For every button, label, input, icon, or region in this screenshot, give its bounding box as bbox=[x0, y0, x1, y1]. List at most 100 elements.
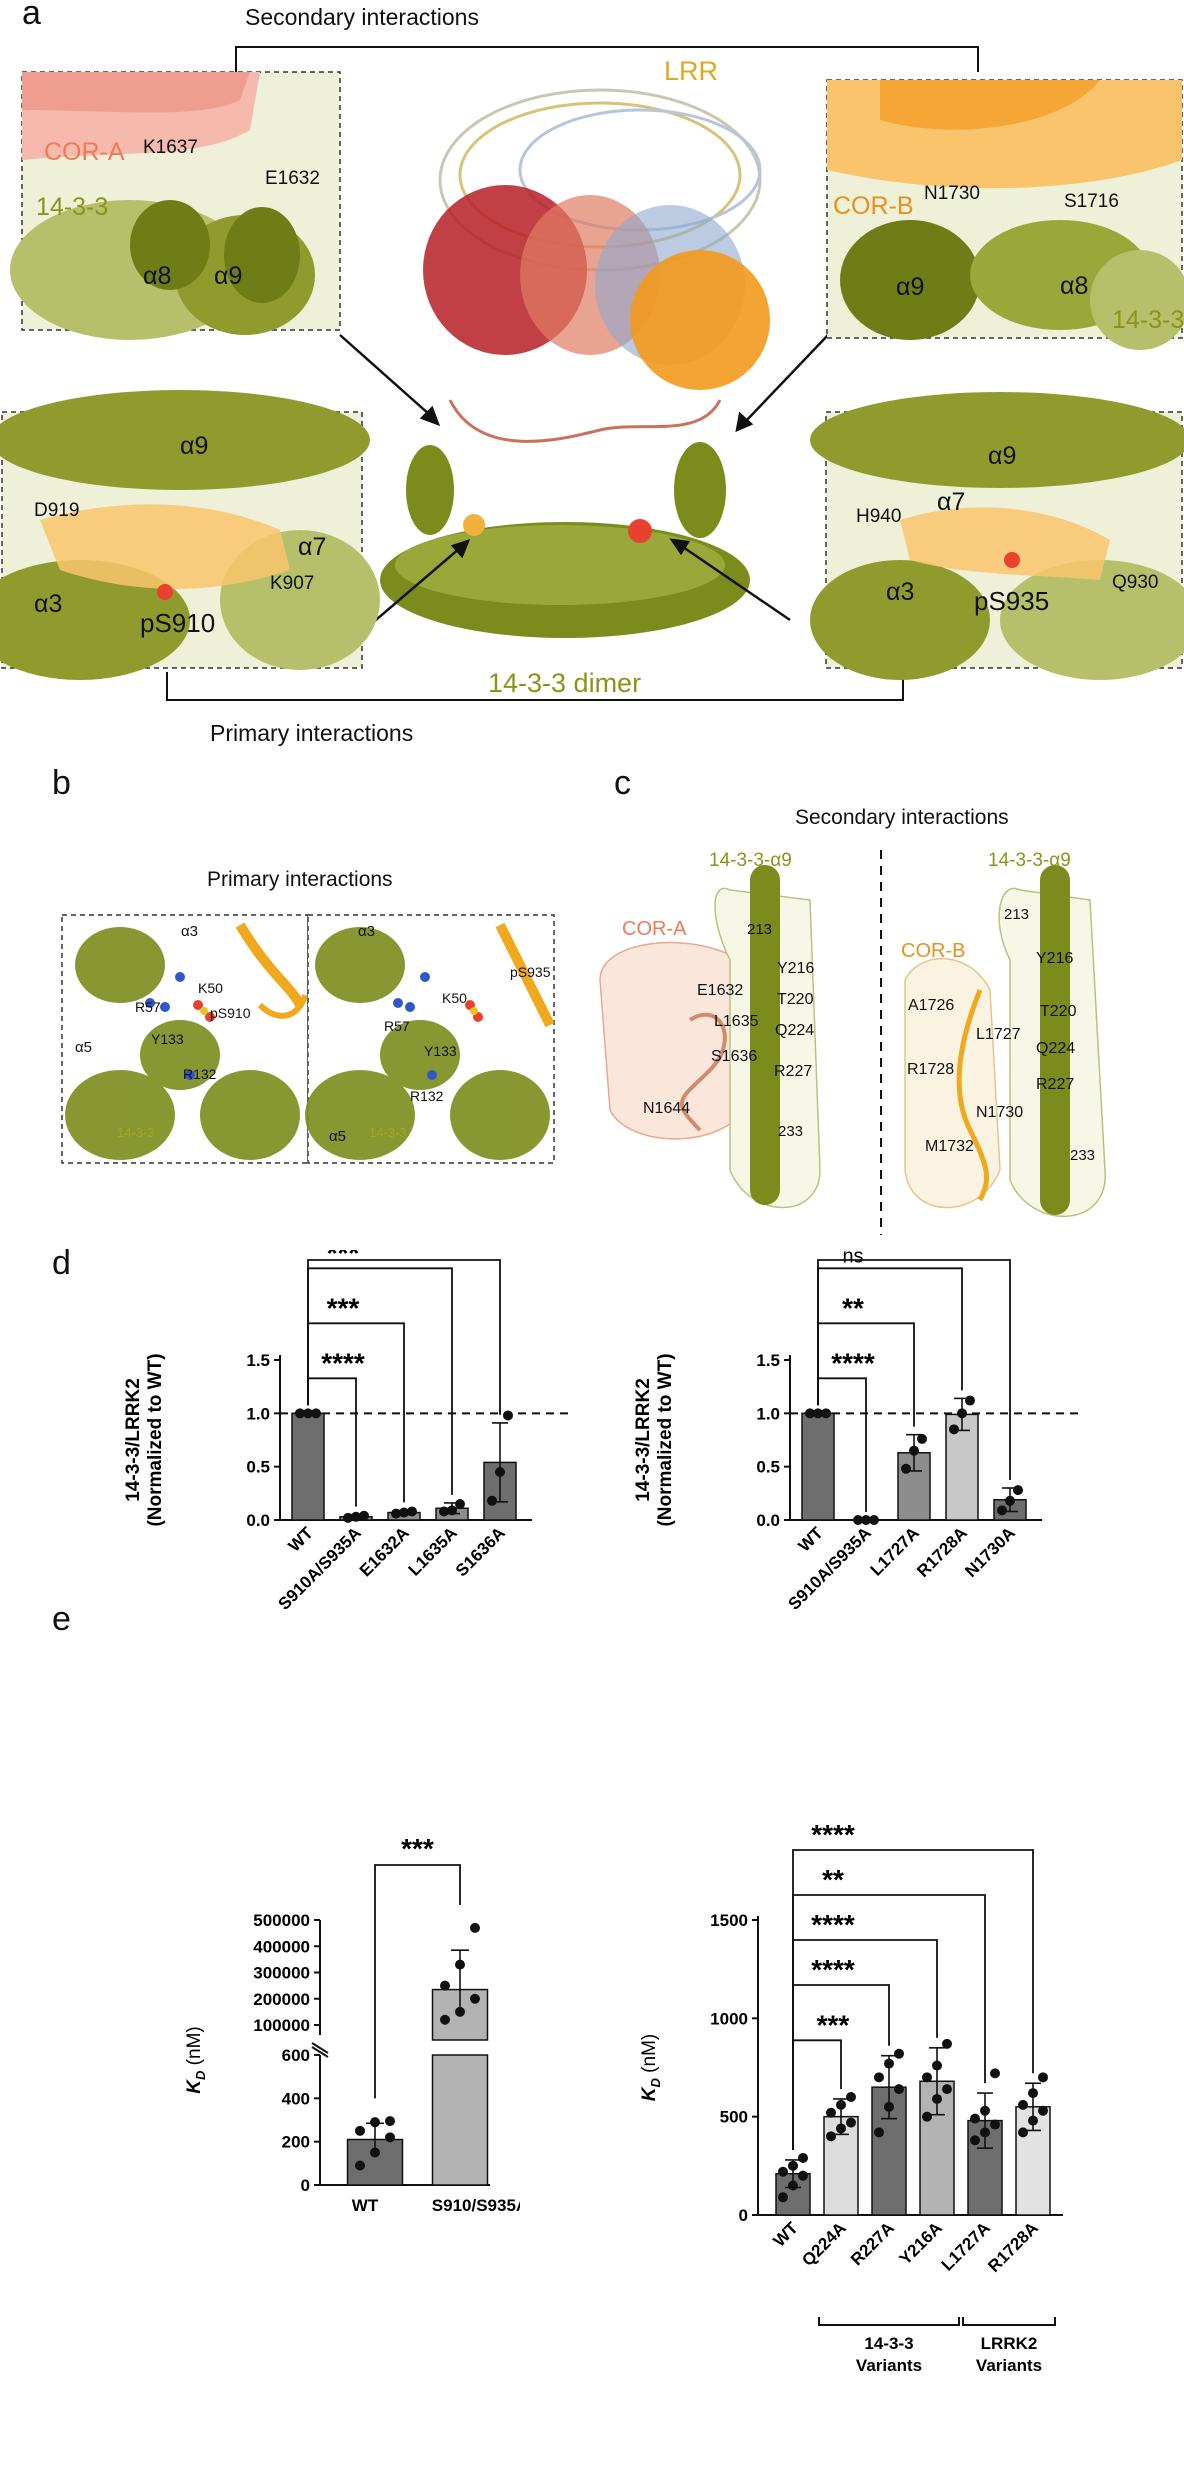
bl-a7-label: α7 bbox=[298, 533, 327, 561]
secondary-bracket bbox=[235, 46, 979, 72]
c-left-y216: Y216 bbox=[777, 960, 815, 977]
tl-k1637-label: K1637 bbox=[143, 137, 198, 158]
b-left-a3: α3 bbox=[181, 923, 199, 940]
data-point bbox=[399, 1507, 409, 1518]
panel-label-d: d bbox=[52, 1244, 71, 1282]
c-left-helix: 14-3-3-α9 bbox=[709, 850, 792, 871]
c-right-helix: 14-3-3-α9 bbox=[988, 850, 1071, 871]
y-tick-label: 0.0 bbox=[756, 1511, 780, 1530]
y-tick-label: 1000 bbox=[710, 2009, 748, 2028]
data-point bbox=[874, 2127, 884, 2138]
data-point bbox=[455, 1959, 465, 1970]
c-right-l1727: L1727 bbox=[976, 1026, 1021, 1043]
x-tick-label: WT bbox=[285, 1523, 318, 1556]
tl-a8-label: α8 bbox=[143, 262, 172, 290]
group-label: LRRK2 bbox=[981, 2334, 1038, 2353]
significance-label: **** bbox=[811, 1909, 855, 1940]
data-point bbox=[311, 1408, 321, 1419]
data-point bbox=[894, 2048, 904, 2059]
data-point bbox=[778, 2192, 788, 2203]
significance-label: * bbox=[338, 1250, 349, 1260]
b-left-a5: α5 bbox=[75, 1039, 93, 1056]
y-tick-label: 500 bbox=[720, 2108, 748, 2127]
y-tick-label: 300000 bbox=[253, 1964, 310, 1983]
b-right-a3: α3 bbox=[358, 923, 376, 940]
significance-bracket bbox=[817, 1267, 963, 1406]
c-left-233: 233 bbox=[778, 1123, 804, 1140]
c-left-t220: T220 bbox=[777, 991, 814, 1008]
bar bbox=[801, 1412, 835, 1521]
data-point bbox=[788, 2160, 798, 2171]
panel-b-figure bbox=[61, 914, 555, 1164]
y-tick-label: 200 bbox=[282, 2133, 310, 2152]
b-right-r57: R57 bbox=[384, 1018, 410, 1034]
y-tick-label: 1500 bbox=[710, 1911, 748, 1930]
x-tick-label: S910A/S935A bbox=[275, 1523, 365, 1613]
significance-label: ** bbox=[822, 1864, 844, 1895]
data-point bbox=[439, 1506, 449, 1517]
y-axis-label: 14-3-3/LRRK2(Normalized to WT) bbox=[123, 1353, 166, 1526]
y-tick-label: 0 bbox=[301, 2176, 310, 2195]
data-point bbox=[970, 2135, 980, 2146]
bar-lower bbox=[431, 2054, 489, 2186]
data-point bbox=[894, 2084, 904, 2095]
significance-label: *** bbox=[401, 1833, 434, 1864]
c-right-r227: R227 bbox=[1036, 1076, 1075, 1093]
chart-e-right: KD (nM)050010001500WTQ224AR227AY216AL172… bbox=[639, 1819, 1063, 2375]
axis-break-mark bbox=[311, 2042, 329, 2054]
panel-label-e: e bbox=[52, 1600, 71, 1638]
significance-label: **** bbox=[811, 1954, 855, 1985]
b-left-r57: R57 bbox=[135, 999, 161, 1015]
significance-label: *** bbox=[327, 1292, 360, 1323]
y-tick-label: 1.5 bbox=[756, 1351, 780, 1370]
y-axis-label: KD (nM) bbox=[184, 2026, 208, 2093]
group-label: 14-3-3 bbox=[864, 2334, 913, 2353]
b-right-k50: K50 bbox=[442, 990, 467, 1006]
x-tick-label: WT bbox=[770, 2218, 803, 2251]
significance-label: **** bbox=[831, 1250, 875, 1260]
data-point bbox=[942, 2038, 952, 2049]
data-point bbox=[778, 2166, 788, 2177]
data-point bbox=[949, 1424, 959, 1435]
significance-label: ns bbox=[842, 1250, 863, 1267]
c-right-q224: Q224 bbox=[1036, 1040, 1076, 1057]
data-point bbox=[440, 1980, 450, 1991]
c-right-t220: T220 bbox=[1040, 1003, 1077, 1020]
data-point bbox=[990, 2068, 1000, 2079]
x-tick-label: S1636A bbox=[452, 1523, 509, 1580]
tr-n1730-label: N1730 bbox=[924, 183, 980, 204]
tr-s1716-label: S1716 bbox=[1064, 191, 1119, 212]
panel-c-title: Secondary interactions bbox=[795, 806, 1009, 829]
data-point bbox=[1028, 2115, 1038, 2126]
data-point bbox=[932, 2060, 942, 2071]
data-point bbox=[884, 2058, 894, 2069]
data-point bbox=[447, 1505, 457, 1516]
y-tick-label: 0.5 bbox=[756, 1458, 780, 1477]
significance-label: **** bbox=[321, 1347, 365, 1378]
significance-bracket bbox=[817, 1259, 1011, 1480]
b-left-y133: Y133 bbox=[151, 1031, 184, 1047]
data-point bbox=[836, 2099, 846, 2110]
group-label: Variants bbox=[976, 2356, 1042, 2375]
data-point bbox=[846, 2117, 856, 2128]
c-right-y216: Y216 bbox=[1036, 950, 1074, 967]
significance-bracket bbox=[792, 1849, 1034, 2150]
c-right-m1732: M1732 bbox=[925, 1138, 974, 1155]
x-tick-label: R1728A bbox=[984, 2218, 1042, 2276]
data-point bbox=[853, 1515, 863, 1525]
inset-bottom-right bbox=[810, 392, 1184, 680]
data-point bbox=[455, 1499, 465, 1509]
bar bbox=[291, 1412, 325, 1521]
data-point bbox=[1013, 1485, 1023, 1496]
data-point bbox=[980, 2127, 990, 2138]
significance-label: **** bbox=[811, 1819, 855, 1850]
y-tick-label: 0.5 bbox=[246, 1458, 270, 1477]
data-point bbox=[355, 2160, 365, 2171]
tl-1433-label: 14-3-3 bbox=[36, 193, 109, 221]
b-left-1433: 14-3-3 bbox=[117, 1125, 155, 1140]
c-left-l1635: L1635 bbox=[714, 1013, 759, 1030]
y-tick-label: 0 bbox=[739, 2206, 748, 2225]
x-tick-label: WT bbox=[352, 2196, 379, 2215]
br-a9-label: α9 bbox=[988, 442, 1017, 470]
data-point bbox=[1028, 2088, 1038, 2099]
